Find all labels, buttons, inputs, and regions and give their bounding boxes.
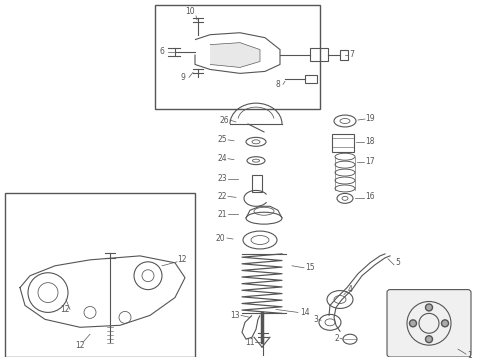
Text: 17: 17 bbox=[365, 157, 375, 166]
Bar bbox=[252, 175, 262, 192]
Bar bbox=[310, 48, 328, 62]
Text: 9: 9 bbox=[180, 73, 185, 82]
Circle shape bbox=[425, 336, 433, 343]
Text: 2: 2 bbox=[335, 334, 340, 343]
Bar bbox=[155, 5, 320, 109]
Text: 20: 20 bbox=[215, 234, 225, 243]
Text: 25: 25 bbox=[217, 135, 227, 144]
Text: 14: 14 bbox=[300, 308, 310, 317]
Circle shape bbox=[410, 320, 416, 327]
Text: 12: 12 bbox=[177, 255, 187, 264]
Text: 16: 16 bbox=[365, 192, 375, 201]
Text: 5: 5 bbox=[395, 258, 400, 267]
Text: 3: 3 bbox=[314, 315, 318, 324]
Text: 1: 1 bbox=[467, 351, 472, 360]
Text: 21: 21 bbox=[217, 210, 227, 219]
Bar bbox=[332, 134, 354, 152]
Polygon shape bbox=[210, 42, 260, 67]
Text: 19: 19 bbox=[365, 113, 375, 122]
Text: 22: 22 bbox=[217, 192, 227, 201]
Bar bbox=[340, 50, 348, 59]
Text: 4: 4 bbox=[347, 285, 352, 294]
Text: 15: 15 bbox=[305, 263, 315, 272]
Bar bbox=[5, 193, 195, 357]
Bar bbox=[305, 75, 317, 83]
Text: 13: 13 bbox=[230, 311, 240, 320]
Text: 18: 18 bbox=[365, 137, 375, 146]
FancyBboxPatch shape bbox=[387, 289, 471, 357]
Text: 6: 6 bbox=[160, 47, 165, 56]
Text: 12: 12 bbox=[75, 341, 85, 350]
Text: 11: 11 bbox=[245, 338, 255, 347]
Text: 8: 8 bbox=[275, 80, 280, 89]
Circle shape bbox=[425, 304, 433, 311]
Circle shape bbox=[441, 320, 448, 327]
Text: 26: 26 bbox=[219, 116, 229, 125]
Text: 24: 24 bbox=[217, 154, 227, 163]
Text: 10: 10 bbox=[185, 8, 195, 17]
Text: 23: 23 bbox=[217, 174, 227, 183]
Text: 7: 7 bbox=[349, 50, 354, 59]
Text: 12: 12 bbox=[60, 305, 70, 314]
